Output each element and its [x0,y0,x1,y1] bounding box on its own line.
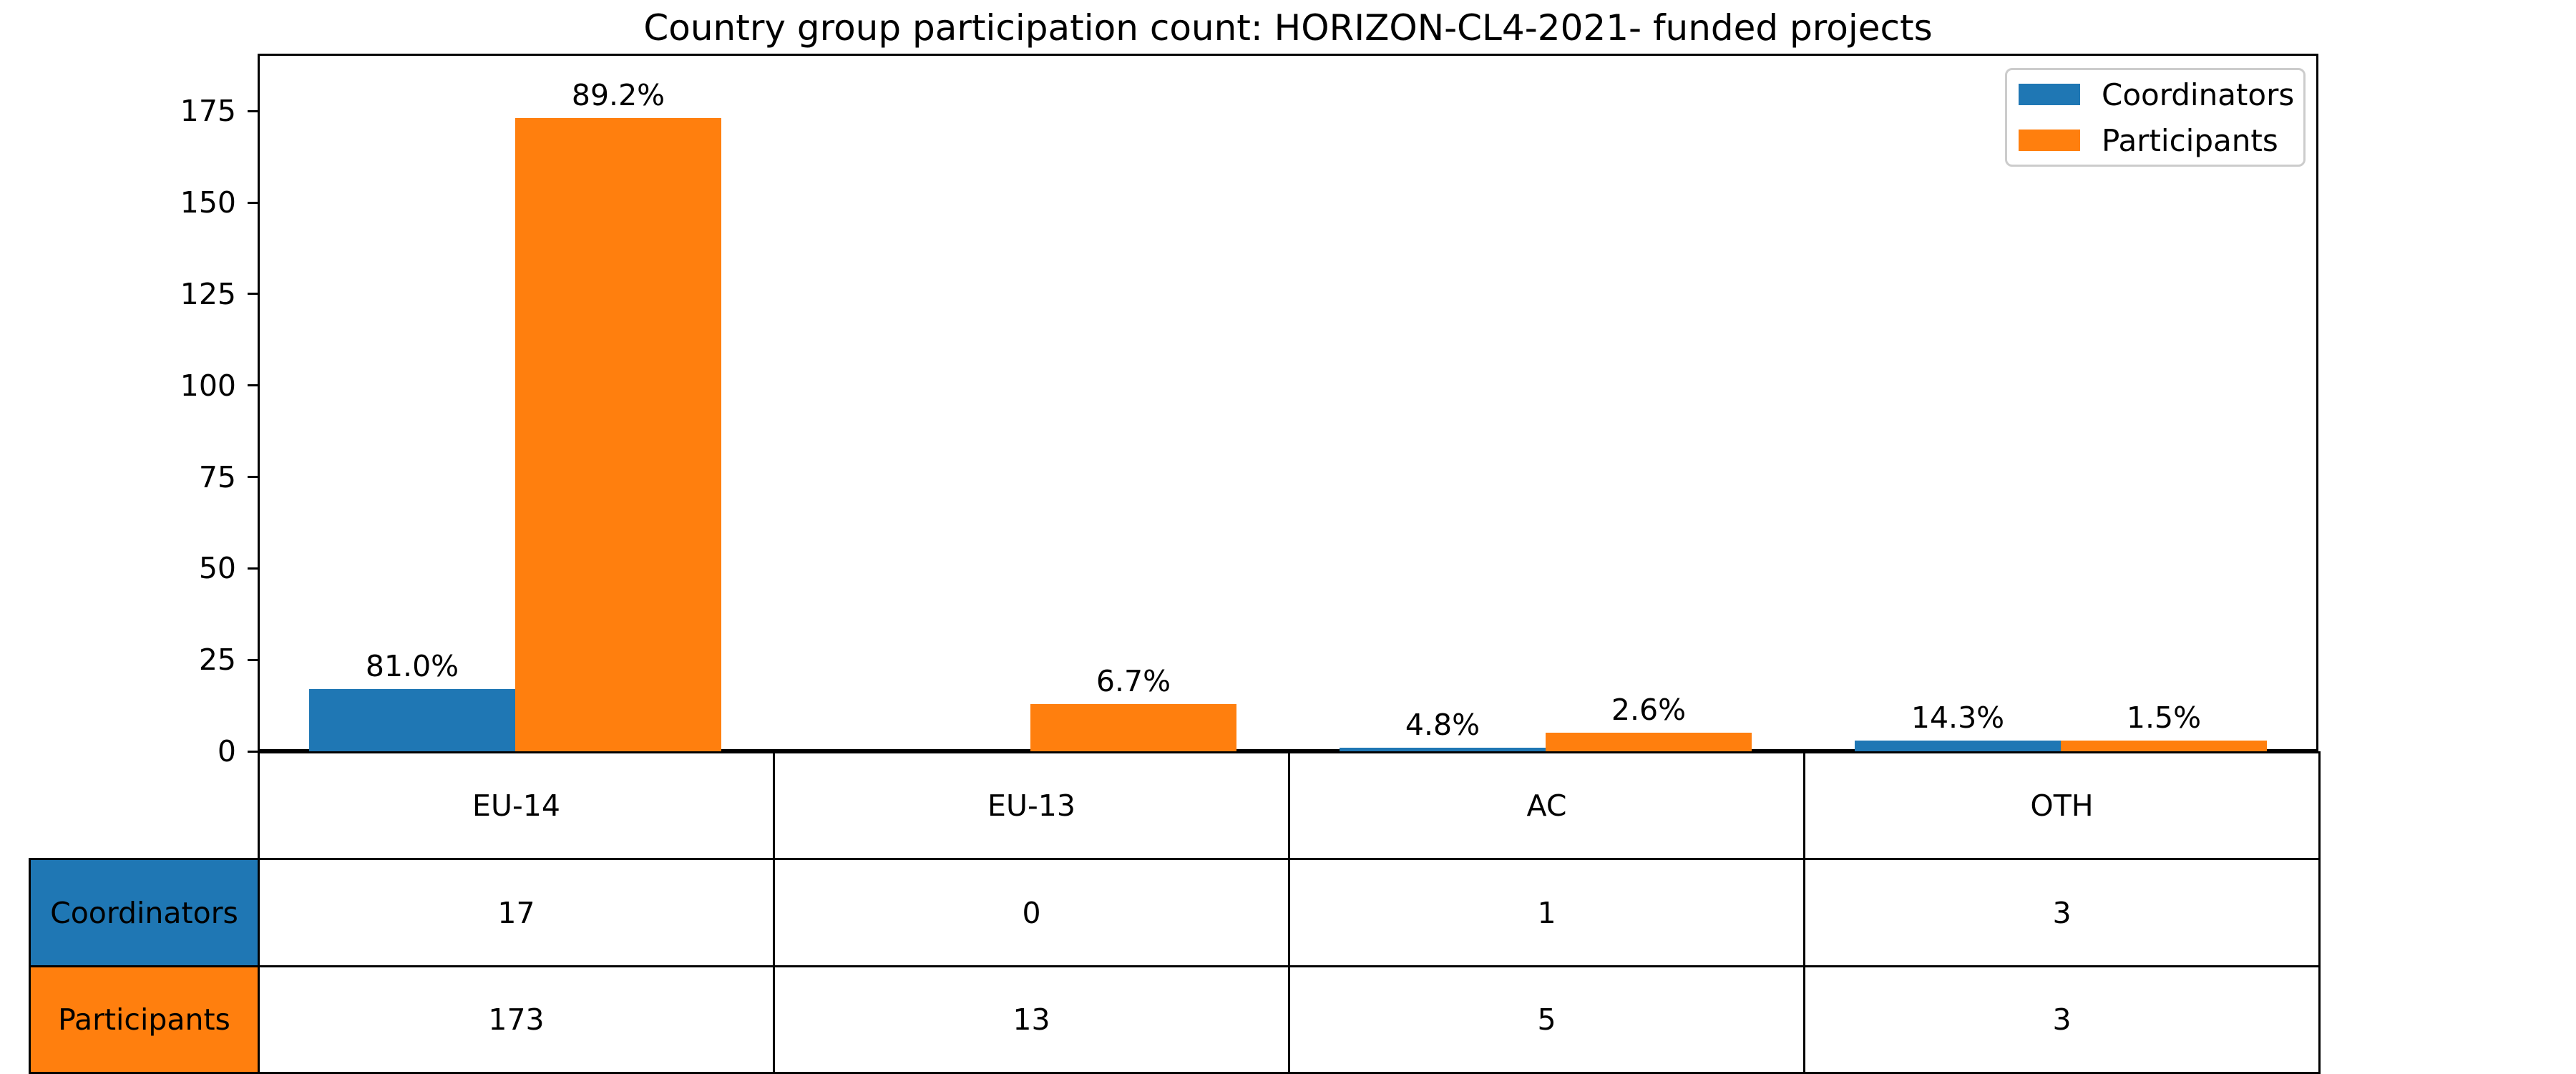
y-tick-mark [248,476,258,479]
table-header-eu-13: EU-13 [773,751,1290,860]
bar-label-participants-ac: 2.6% [1611,693,1687,728]
data-table: EU-14 EU-13 AC OTH Coordinators 17 0 1 3… [29,751,2321,1074]
bar-participants-ac [1546,733,1752,751]
bar-label-participants-eu-13: 6.7% [1096,663,1171,698]
y-tick-label: 175 [180,94,236,129]
cell-participants-oth: 3 [1803,965,2321,1074]
cell-participants-eu-14: 173 [258,965,775,1074]
bar-label-coordinators-eu-14: 81.0% [365,649,459,684]
cell-coordinators-eu-13: 0 [773,858,1290,967]
chart-title: Country group participation count: HORIZ… [643,7,1933,49]
y-tick-mark [248,109,258,112]
bar-participants-eu-13 [1030,703,1236,751]
bar-label-coordinators-ac: 4.8% [1405,707,1480,742]
y-tick-mark [248,658,258,661]
y-tick-label: 75 [198,459,236,494]
row-label-participants: Participants [29,965,260,1074]
legend-item-coordinators: Coordinators [2007,72,2303,117]
y-tick-label: 150 [180,185,236,220]
bar-coordinators-oth [1855,740,2061,751]
bar-participants-oth [2061,740,2267,751]
y-tick-mark [248,384,258,387]
plot-area [258,54,2318,751]
cell-coordinators-oth: 3 [1803,858,2321,967]
legend-label-participants: Participants [2102,122,2278,158]
y-tick-label: 25 [198,643,236,678]
cell-coordinators-eu-14: 17 [258,858,775,967]
y-tick-mark [248,293,258,296]
legend-item-participants: Participants [2007,117,2303,163]
table-corner-blank [30,753,259,859]
y-tick-label: 100 [180,368,236,403]
y-tick-label: 50 [198,551,236,586]
y-tick-mark [248,201,258,204]
coordinators-swatch-icon [2019,84,2080,105]
y-tick-label: 0 [217,734,236,768]
table-row-participants: Participants 173 13 5 3 [29,965,2321,1074]
cell-participants-eu-13: 13 [773,965,1290,1074]
legend: Coordinators Participants [2005,68,2306,167]
table-row-coordinators: Coordinators 17 0 1 3 [29,858,2321,967]
y-tick-mark [248,567,258,570]
cell-coordinators-ac: 1 [1288,858,1805,967]
y-tick-mark [248,750,258,753]
bar-label-participants-oth: 1.5% [2126,700,2202,735]
table-header-eu-14: EU-14 [258,751,775,860]
bar-label-coordinators-oth: 14.3% [1911,700,2005,735]
table-header-ac: AC [1288,751,1805,860]
table-header-row: EU-14 EU-13 AC OTH [30,751,2321,860]
y-tick-label: 125 [180,276,236,311]
bar-label-participants-eu-14: 89.2% [571,78,665,113]
bar-coordinators-ac [1340,747,1546,751]
cell-participants-ac: 5 [1288,965,1805,1074]
table-header-oth: OTH [1803,751,2321,860]
legend-label-coordinators: Coordinators [2102,77,2295,112]
bar-participants-eu-14 [515,118,721,751]
row-label-coordinators: Coordinators [29,858,260,967]
participants-swatch-icon [2019,130,2080,151]
bar-coordinators-eu-14 [309,689,515,751]
